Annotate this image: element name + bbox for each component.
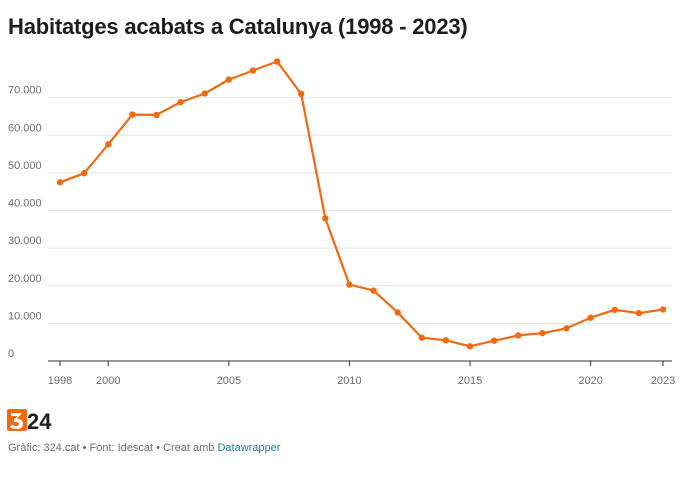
y-tick-label: 0 [8,348,14,360]
y-tick-label: 50.000 [8,160,42,172]
data-point[interactable] [225,76,233,83]
324-logo-icon: 24 [7,409,52,433]
x-tick-label: 2005 [217,375,241,387]
data-point[interactable] [563,325,570,332]
datawrapper-link[interactable]: Datawrapper [217,442,281,454]
series-line [59,60,664,348]
data-point[interactable] [249,67,257,74]
data-point[interactable] [611,306,618,314]
data-point[interactable] [56,179,64,186]
data-point[interactable] [490,337,498,344]
data-point[interactable] [587,314,594,321]
data-point[interactable] [298,90,305,98]
data-point[interactable] [129,111,136,118]
grid-lines [48,97,672,324]
data-point[interactable] [273,58,281,65]
x-tick-label: 2015 [458,375,482,387]
data-point[interactable] [153,111,160,119]
data-point[interactable] [442,337,450,344]
data-point[interactable] [177,98,184,106]
x-tick-label: 2023 [651,375,675,387]
x-axis: 1998 2000 2005 2010 2015 2020 2023 [48,360,675,387]
line-chart: 0 10.000 20.000 30.000 40.000 50.000 60.000 70.… [8,58,675,387]
x-tick-label: 2000 [96,375,120,387]
data-point[interactable] [394,309,401,316]
y-tick-label: 10.000 [8,310,42,322]
y-tick-label: 60.000 [8,122,42,134]
data-point[interactable] [322,215,329,222]
data-point[interactable] [201,90,208,97]
footer: Gràfic: 324.cat • Font: Idescat • Creat … [8,442,280,454]
x-tick-label: 2010 [337,375,361,387]
data-point[interactable] [105,141,112,148]
y-tick-label: 70.000 [8,85,42,97]
data-point[interactable] [418,334,425,341]
x-tick-label: 1998 [48,375,72,387]
y-tick-label: 20.000 [8,273,42,285]
chart-title: Habitatges acabats a Catalunya (1998 - 2… [8,14,468,39]
data-point[interactable] [635,310,643,317]
data-point[interactable] [80,170,88,177]
y-tick-label: 40.000 [8,198,42,210]
x-tick-label: 2020 [578,375,602,387]
data-point[interactable] [346,281,353,288]
data-series [56,58,667,350]
data-point[interactable] [659,306,667,313]
data-point[interactable] [370,287,377,294]
y-axis-ticks: 0 10.000 20.000 30.000 40.000 50.000 60.000 70.… [8,85,42,360]
svg-text:24: 24 [27,409,52,433]
y-tick-label: 30.000 [8,235,42,247]
data-point[interactable] [539,329,546,337]
footer-source: Gràfic: 324.cat • Font: Idescat • Creat … [8,442,218,454]
data-point[interactable] [466,343,474,350]
data-point[interactable] [515,332,522,339]
